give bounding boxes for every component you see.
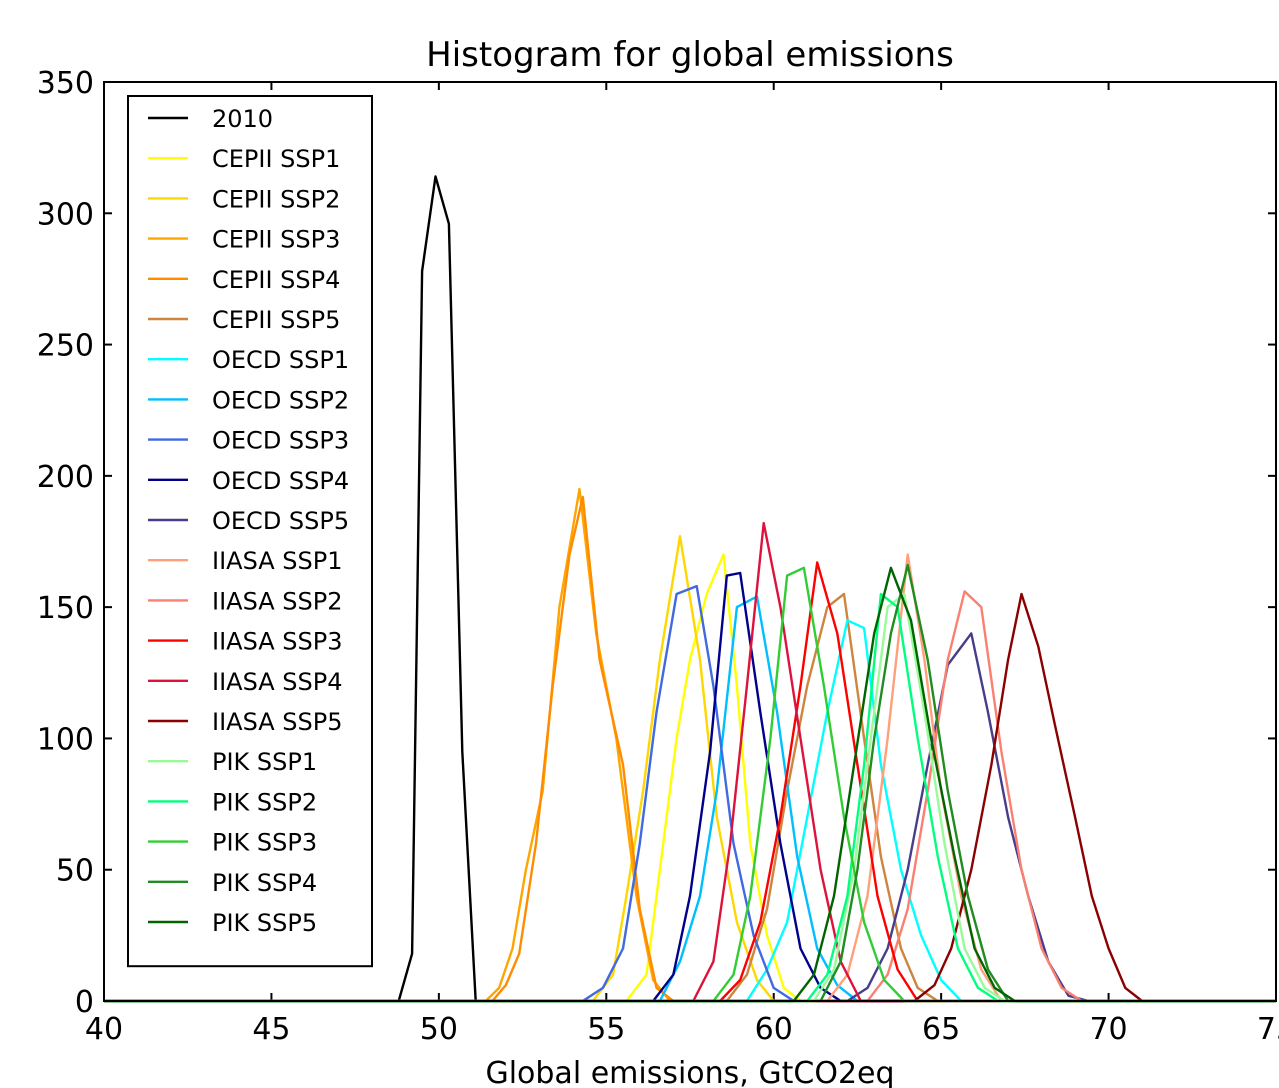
series-line-9 <box>104 571 1276 1003</box>
legend-label: PIK SSP3 <box>212 829 317 857</box>
legend-label: OECD SSP4 <box>212 467 349 495</box>
series-line-0 <box>104 175 1276 1003</box>
x-tick-label: 40 <box>85 1012 123 1047</box>
series-line-15 <box>104 592 1276 1003</box>
legend-label: OECD SSP3 <box>212 427 349 455</box>
y-tick-label: 350 <box>37 66 94 101</box>
legend-label: IIASA SSP4 <box>212 668 343 696</box>
series-line-10 <box>104 632 1276 1003</box>
x-tick-label: 65 <box>922 1012 960 1047</box>
y-tick-label: 100 <box>37 722 94 757</box>
y-tick-label: 300 <box>37 197 94 232</box>
legend-label: CEPII SSP4 <box>212 266 340 294</box>
y-tick-label: 50 <box>56 854 94 889</box>
series-line-3 <box>104 487 1276 1003</box>
legend-label: OECD SSP2 <box>212 386 349 414</box>
plot-area-frame <box>103 81 1277 1002</box>
x-tick-label: 45 <box>252 1012 290 1047</box>
series-line-16 <box>104 592 1276 1003</box>
series-line-18 <box>104 566 1276 1003</box>
y-tick-label: 250 <box>37 329 94 364</box>
tick-labels-layer: 40 45 50 55 60 65 70 75 0 50 100 150 200 250 300 350 <box>37 66 1279 1047</box>
series-line-12 <box>104 590 1276 1003</box>
legend-box <box>127 95 373 968</box>
x-axis-label: Global emissions, GtCO2eq <box>485 1056 894 1088</box>
legend: 2010 CEPII SSP1 CEPII SSP2 CEPII SSP3 CEPII … <box>127 95 373 968</box>
series-line-13 <box>104 561 1276 1003</box>
series-line-20 <box>104 566 1276 1003</box>
x-tick-label: 50 <box>420 1012 458 1047</box>
x-tick-label: 70 <box>1089 1012 1127 1047</box>
series-line-5 <box>104 592 1276 1003</box>
y-tick-label: 0 <box>75 985 94 1020</box>
legend-label: CEPII SSP5 <box>212 306 340 334</box>
legend-label: PIK SSP1 <box>212 748 317 776</box>
series-line-19 <box>104 563 1276 1003</box>
chart-title: Histogram for global emissions <box>426 35 954 75</box>
x-tick-label: 55 <box>587 1012 625 1047</box>
legend-label: OECD SSP1 <box>212 346 349 374</box>
series-line-2 <box>104 535 1276 1003</box>
legend-label: PIK SSP5 <box>212 909 317 937</box>
legend-label: IIASA SSP5 <box>212 708 343 736</box>
series-layer <box>104 175 1276 1003</box>
legend-label: CEPII SSP1 <box>212 145 340 173</box>
series-line-8 <box>104 584 1276 1003</box>
legend-label: PIK SSP4 <box>212 869 317 897</box>
legend-label: CEPII SSP2 <box>212 185 340 213</box>
legend-label: 2010 <box>212 105 273 133</box>
legend-label: IIASA SSP1 <box>212 547 343 575</box>
series-line-6 <box>104 619 1276 1003</box>
series-line-14 <box>104 521 1276 1003</box>
legend-label: OECD SSP5 <box>212 507 349 535</box>
legend-label: CEPII SSP3 <box>212 226 340 254</box>
legend-label: IIASA SSP2 <box>212 587 343 615</box>
series-line-4 <box>104 495 1276 1003</box>
y-tick-label: 150 <box>37 591 94 626</box>
legend-label: PIK SSP2 <box>212 788 317 816</box>
y-tick-label: 200 <box>37 460 94 495</box>
x-tick-label: 75 <box>1257 1012 1279 1047</box>
x-tick-label: 60 <box>755 1012 793 1047</box>
legend-label: IIASA SSP3 <box>212 628 343 656</box>
